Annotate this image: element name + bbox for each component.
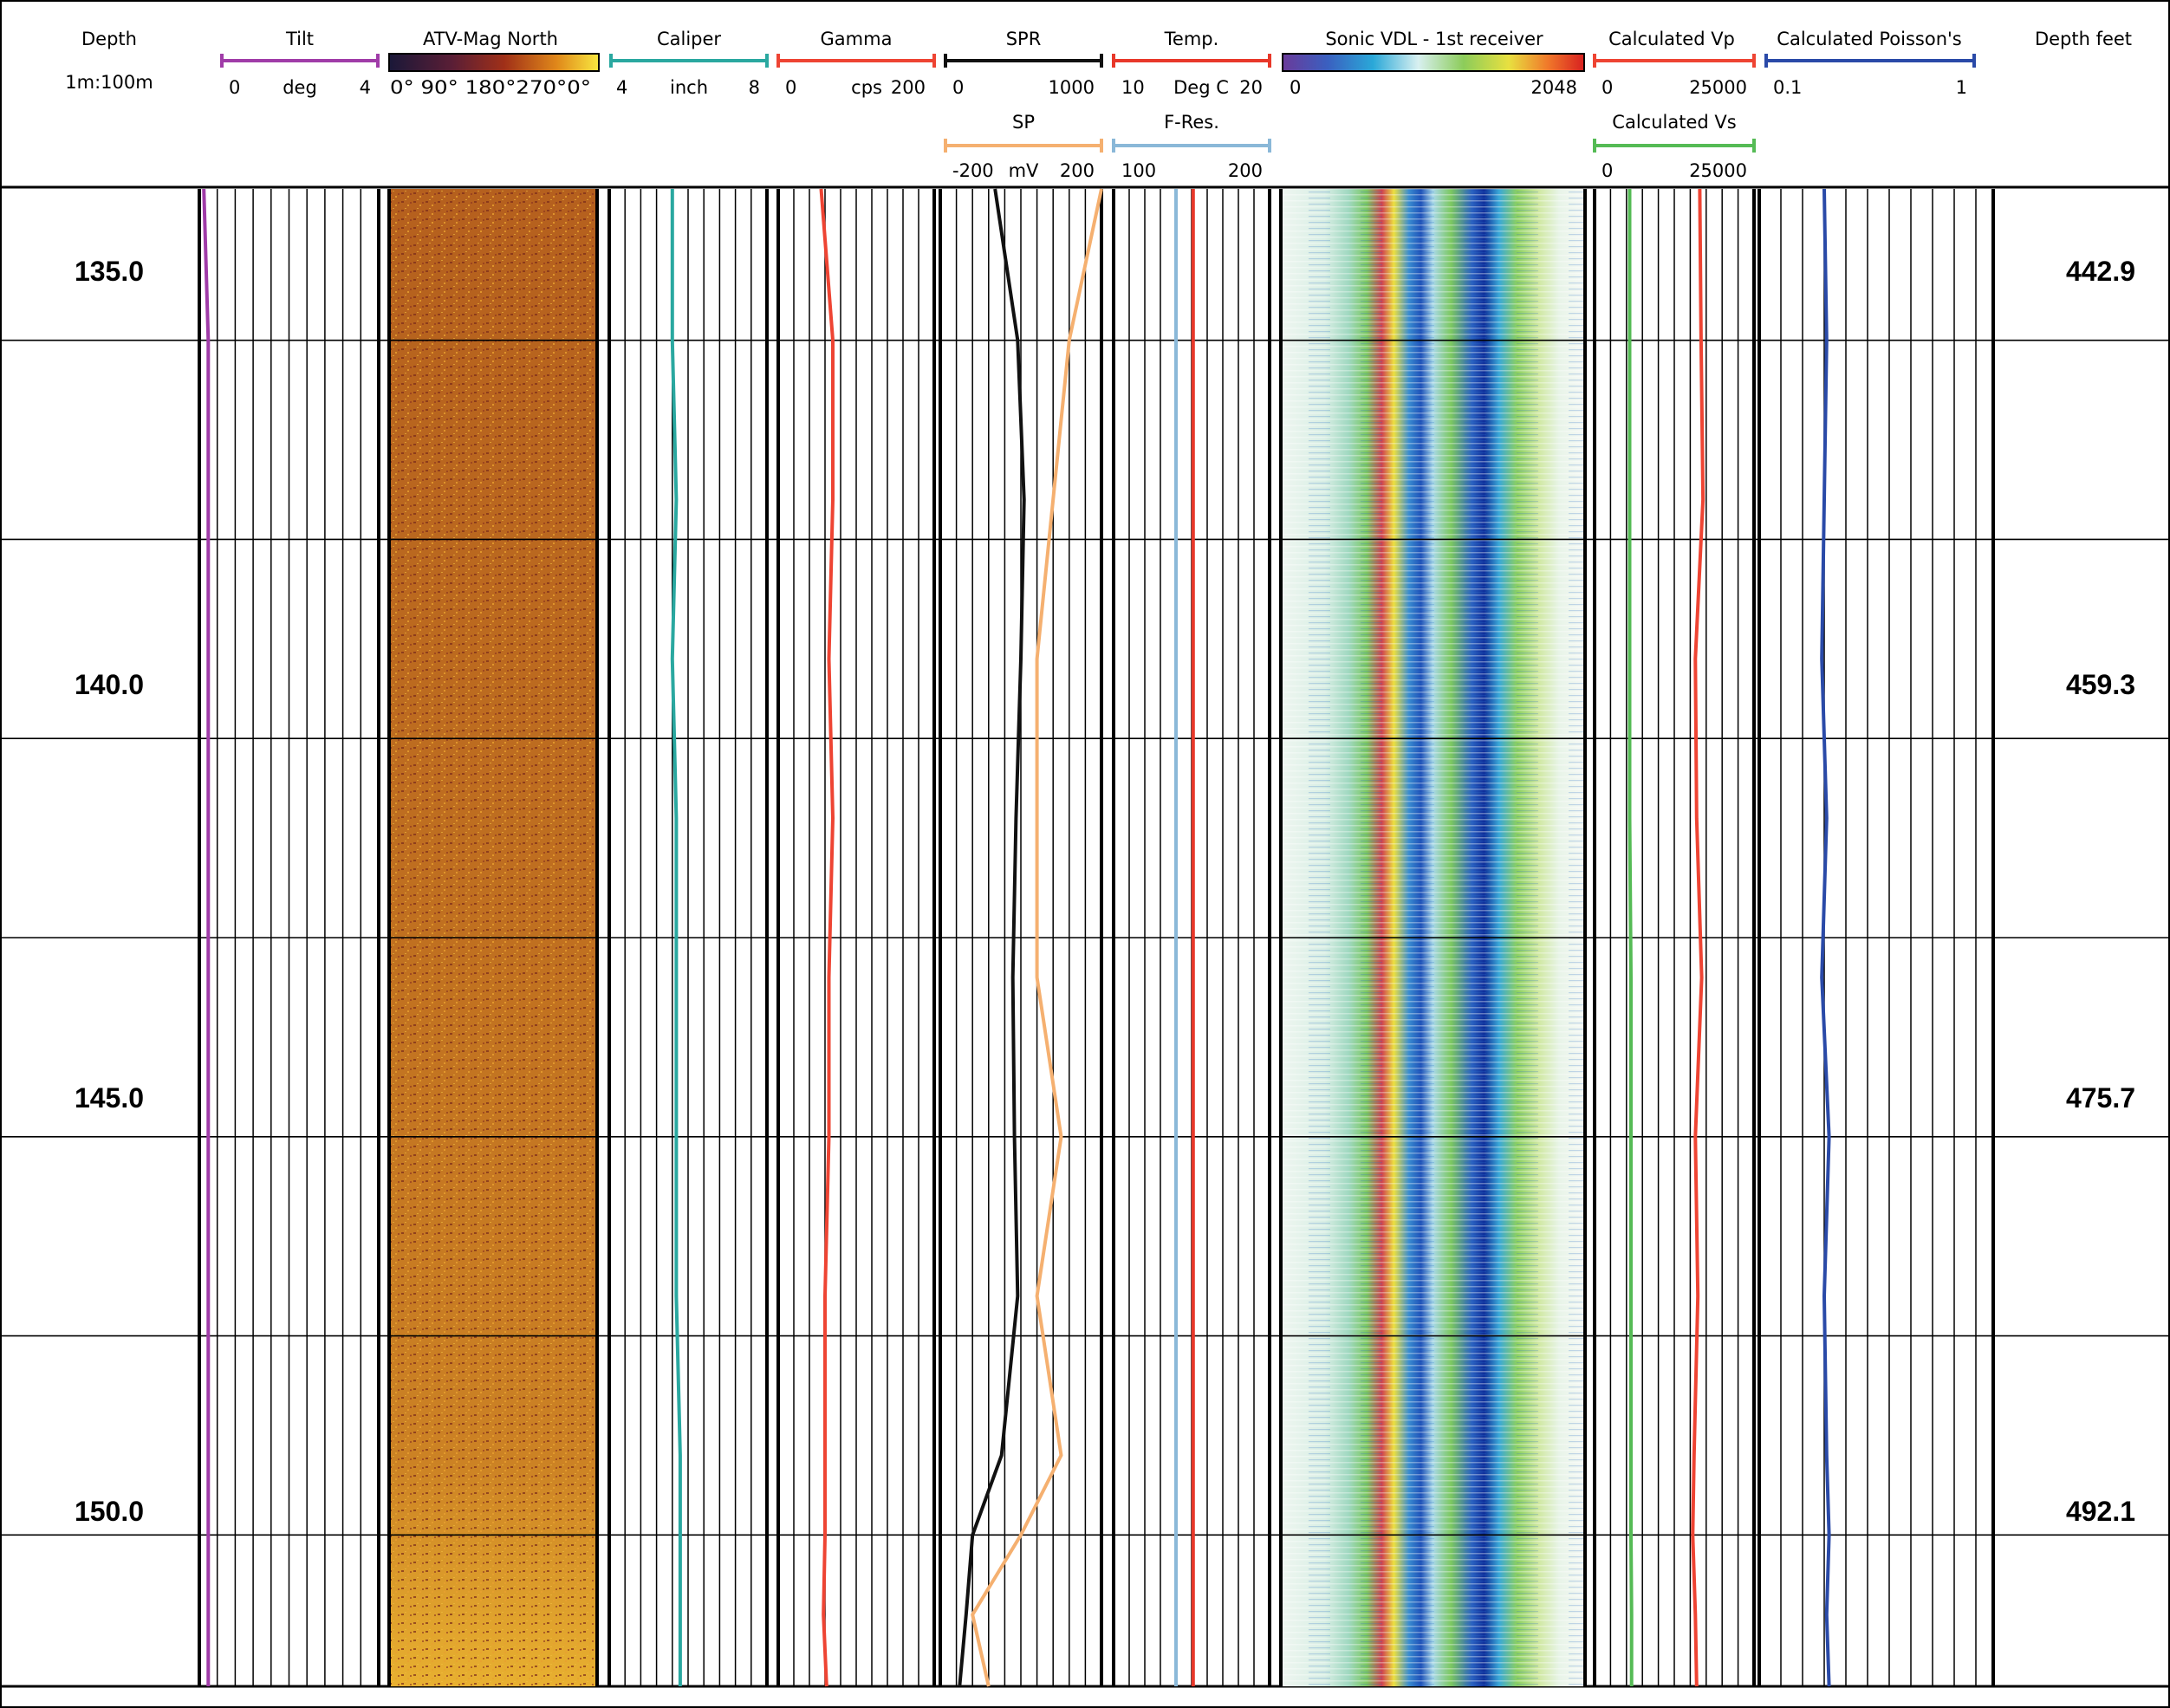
feet-tick-label: 459.3 <box>2066 669 2135 700</box>
vdl-min: 0 <box>1290 77 1301 98</box>
fres-legend-line <box>1112 139 1271 153</box>
series-line-tilt <box>202 188 211 1686</box>
tilt-min: 0 <box>229 77 240 98</box>
poisson-legend-line <box>1764 54 1976 68</box>
depth-labels: 135.0 140.0 145.0 150.0 <box>75 256 144 1527</box>
depth-tick-label: 145.0 <box>75 1082 144 1114</box>
gamma-unit: cps <box>851 77 882 98</box>
gamma-max: 200 <box>891 77 926 98</box>
temp-min: 10 <box>1121 77 1145 98</box>
caliper-legend-line <box>609 54 769 68</box>
feet-tick-label: 475.7 <box>2066 1082 2135 1114</box>
temp-unit: Deg C <box>1173 77 1229 98</box>
sp-unit: mV <box>1009 160 1039 181</box>
gamma-legend-line <box>776 54 936 68</box>
vs-header: Calculated Vs <box>1612 112 1736 133</box>
sp-legend-line <box>944 139 1103 153</box>
spr-legend-line <box>944 54 1103 68</box>
series-line-gamma <box>819 188 835 1687</box>
vp-legend-line <box>1593 54 1756 68</box>
feet-labels: 442.9 459.3 475.7 492.1 <box>2066 256 2135 1527</box>
fres-header: F-Res. <box>1164 112 1219 133</box>
series-line-calculated-vs <box>1628 189 1634 1686</box>
atv-colorbar <box>388 53 600 72</box>
atv-scale: 0° 90° 180°270°0° <box>390 77 591 98</box>
tilt-max: 4 <box>360 77 371 98</box>
caliper-min: 4 <box>616 77 627 98</box>
depth-header-title: Depth <box>81 29 137 49</box>
vp-min: 0 <box>1602 77 1613 98</box>
poisson-min: 0.1 <box>1773 77 1802 98</box>
temp-header: Temp. <box>1164 29 1219 49</box>
sp-max: 200 <box>1060 160 1095 181</box>
fres-max: 200 <box>1228 160 1263 181</box>
feet-tick-label: 492.1 <box>2066 1496 2135 1527</box>
vs-max: 25000 <box>1689 160 1747 181</box>
feet-tick-label: 442.9 <box>2066 256 2135 287</box>
series-line-spr <box>958 188 1026 1687</box>
vs-legend-line <box>1593 139 1756 153</box>
feet-header-title: Depth feet <box>2035 29 2132 49</box>
series-line-calculated-poisson-s <box>1820 188 1831 1687</box>
caliper-unit: inch <box>670 77 708 98</box>
vp-max: 25000 <box>1689 77 1747 98</box>
depth-tick-label: 150.0 <box>75 1496 144 1527</box>
tilt-legend-line <box>220 54 380 68</box>
vp-header: Calculated Vp <box>1608 29 1735 49</box>
spr-header: SPR <box>1006 29 1042 49</box>
caliper-header: Caliper <box>657 29 721 49</box>
vdl-header: Sonic VDL - 1st receiver <box>1325 29 1543 49</box>
spr-min: 0 <box>952 77 964 98</box>
series-line-calculated-vp <box>1691 188 1705 1687</box>
vdl-max: 2048 <box>1531 77 1577 98</box>
vs-min: 0 <box>1602 160 1613 181</box>
series-line-caliper <box>670 189 682 1686</box>
depth-scale: 1m:100m <box>65 72 153 93</box>
poisson-header: Calculated Poisson's <box>1777 29 1961 49</box>
temp-legend-line <box>1112 54 1271 68</box>
sp-header: SP <box>1012 112 1035 133</box>
caliper-max: 8 <box>749 77 760 98</box>
depth-tick-label: 140.0 <box>75 669 144 700</box>
tilt-header: Tilt <box>285 29 314 49</box>
depth-tick-label: 135.0 <box>75 256 144 287</box>
poisson-max: 1 <box>1956 77 1967 98</box>
temp-max: 20 <box>1239 77 1263 98</box>
header: Depth 1m:100m Tilt 0 deg 4 ATV-Mag North… <box>65 29 2132 181</box>
atv-header: ATV-Mag North <box>423 29 558 49</box>
sp-min: -200 <box>952 160 994 181</box>
spr-max: 1000 <box>1049 77 1095 98</box>
gamma-min: 0 <box>785 77 796 98</box>
vdl-colorbar <box>1282 53 1585 72</box>
series-line-sp <box>971 188 1103 1687</box>
fres-min: 100 <box>1121 160 1156 181</box>
tilt-unit: deg <box>283 77 317 98</box>
gamma-header: Gamma <box>821 29 893 49</box>
